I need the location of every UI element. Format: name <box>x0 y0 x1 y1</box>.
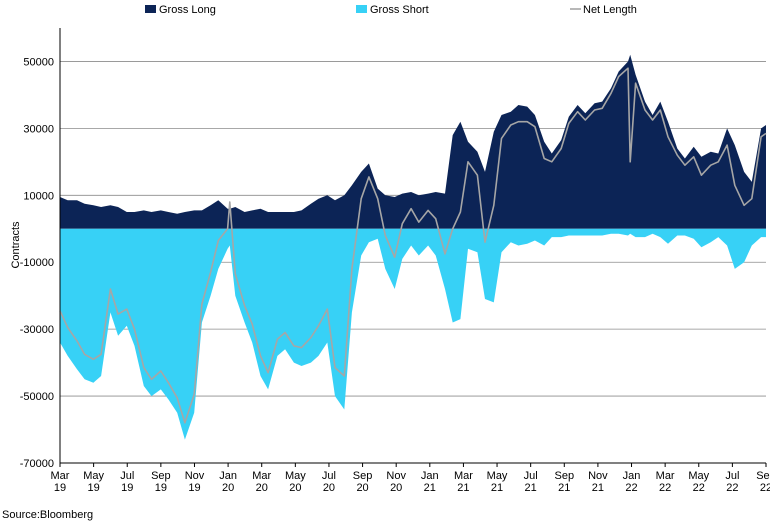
x-tick-label: Sep 20 <box>353 470 373 494</box>
x-axis-tick-labels: Mar 19 May 19 Jul 19 Sep 19 Nov 19 Jan 20 Mar 20 May 20… <box>51 470 770 494</box>
y-axis-title: Contracts <box>10 221 22 269</box>
legend-label-net-length: Net Length <box>583 4 637 16</box>
x-tick-label: May 22 <box>688 470 709 494</box>
series-line-net-length <box>59 67 767 424</box>
x-tick-label: Jan 22 <box>623 470 641 494</box>
x-tick-label: May 21 <box>487 470 508 494</box>
y-tick-label: 30000 <box>23 123 54 135</box>
legend-label-gross-short: Gross Short <box>370 4 429 16</box>
y-tick-label: 10000 <box>23 190 54 202</box>
y-tick-label: -70000 <box>20 458 54 470</box>
legend: Gross Long Gross Short Net Length <box>145 4 637 16</box>
x-tick-label: Jan 21 <box>421 470 439 494</box>
plot-area <box>59 54 767 440</box>
y-tick-label: -10000 <box>20 257 54 269</box>
x-tick-label: Nov 19 <box>185 470 205 494</box>
source-note: Source:Bloomberg <box>2 509 93 521</box>
x-tick-label: May 19 <box>83 470 104 494</box>
x-tick-label: Mar 20 <box>252 470 271 494</box>
x-tick-label: Nov 21 <box>588 470 608 494</box>
x-tick-label: Sep 19 <box>151 470 171 494</box>
x-tick-label: Jul 19 <box>120 470 134 494</box>
x-tick-label: Sep 21 <box>554 470 574 494</box>
legend-label-gross-long: Gross Long <box>159 4 216 16</box>
x-tick-label: Sep22 <box>756 470 770 494</box>
x-tick-label: Jul 22 <box>725 470 739 494</box>
x-tick-label: May 20 <box>285 470 306 494</box>
legend-swatch-gross-short <box>356 5 367 13</box>
x-tick-label: Mar 19 <box>51 470 70 494</box>
x-tick-label: Mar 22 <box>656 470 675 494</box>
x-tick-label: Mar 21 <box>454 470 473 494</box>
x-tick-label: Jul 21 <box>524 470 538 494</box>
x-tick-label: Jul 20 <box>322 470 336 494</box>
series-area-gross-short <box>60 228 766 440</box>
y-tick-label: -50000 <box>20 391 54 403</box>
legend-swatch-gross-long <box>145 5 156 13</box>
series-area-gross-long <box>60 54 766 229</box>
y-tick-label: -30000 <box>20 324 54 336</box>
y-axis-tick-labels: 50000 30000 10000 -10000 -30000 -50000 -70000 <box>20 56 54 470</box>
y-tick-label: 50000 <box>23 56 54 68</box>
x-tick-label: Jan 20 <box>219 470 237 494</box>
axes <box>59 28 767 467</box>
x-tick-label: Nov 20 <box>386 470 406 494</box>
